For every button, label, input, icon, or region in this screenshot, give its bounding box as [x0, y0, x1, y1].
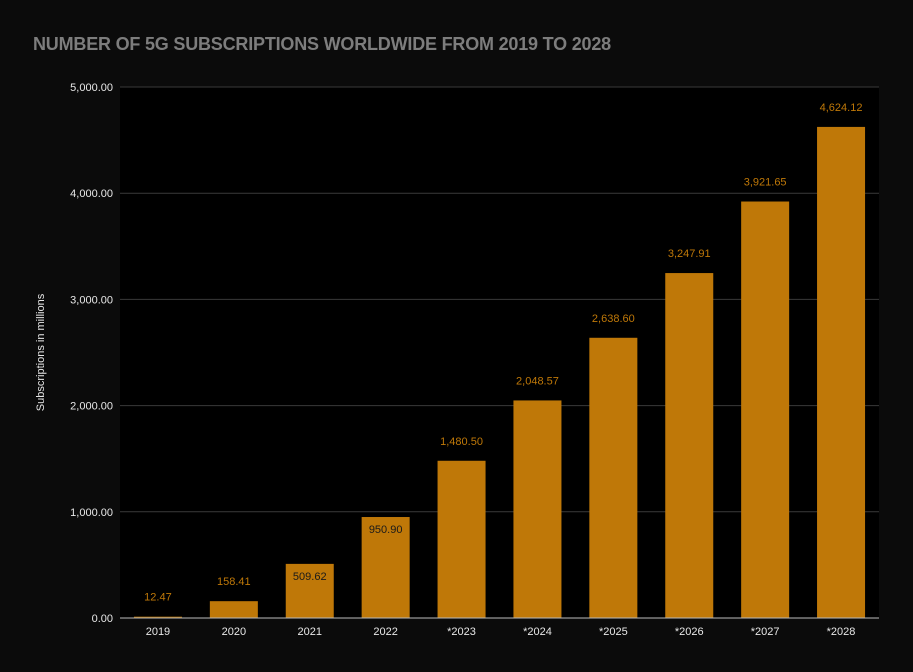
y-tick-label: 0.00	[92, 613, 113, 625]
y-tick-label: 3,000.00	[70, 294, 113, 306]
data-label: 3,247.91	[668, 248, 711, 260]
x-tick-label: *2024	[523, 626, 552, 638]
x-tick-label: *2028	[827, 626, 856, 638]
x-tick-label: 2019	[146, 626, 170, 638]
bars	[133, 126, 866, 619]
data-label: 4,624.12	[820, 102, 863, 114]
x-tick-label: 2021	[298, 626, 322, 638]
data-label: 1,480.50	[440, 436, 483, 448]
x-tick-label: *2025	[599, 626, 628, 638]
bar	[741, 201, 790, 619]
bar	[513, 400, 562, 618]
y-tick-label: 4,000.00	[70, 188, 113, 200]
data-label: 509.62	[293, 571, 327, 583]
x-tick-label: *2023	[447, 626, 476, 638]
data-label: 3,921.65	[744, 177, 787, 189]
x-tick-label: 2022	[373, 626, 397, 638]
axes: 0.00 1,000.00 2,000.00 3,000.00 4,000.00 5,00…	[70, 82, 879, 638]
x-tick-label: *2027	[751, 626, 780, 638]
data-label: 950.90	[369, 524, 403, 536]
y-tick-label: 2,000.00	[70, 401, 113, 413]
bar	[361, 517, 410, 618]
bar	[437, 460, 486, 618]
bar	[285, 563, 334, 618]
bar	[589, 337, 638, 618]
x-tick-label: *2026	[675, 626, 704, 638]
data-label: 12.47	[144, 592, 172, 604]
bar	[817, 126, 866, 618]
y-tick-label: 5,000.00	[70, 82, 113, 94]
data-labels: 12.47 158.41 509.62 950.90 1,480.50 2,048.57 2…	[144, 102, 862, 604]
chart-title: NUMBER OF 5G SUBSCRIPTIONS WORLDWIDE FRO…	[33, 34, 611, 54]
data-label: 2,638.60	[592, 313, 635, 325]
y-axis-label: Subscriptions in millions	[35, 293, 47, 411]
bar	[133, 616, 182, 619]
data-label: 2,048.57	[516, 375, 559, 387]
x-tick-label: 2020	[222, 626, 246, 638]
bar	[665, 273, 714, 618]
data-label: 158.41	[217, 576, 251, 588]
bar	[209, 601, 258, 618]
y-tick-label: 1,000.00	[70, 507, 113, 519]
